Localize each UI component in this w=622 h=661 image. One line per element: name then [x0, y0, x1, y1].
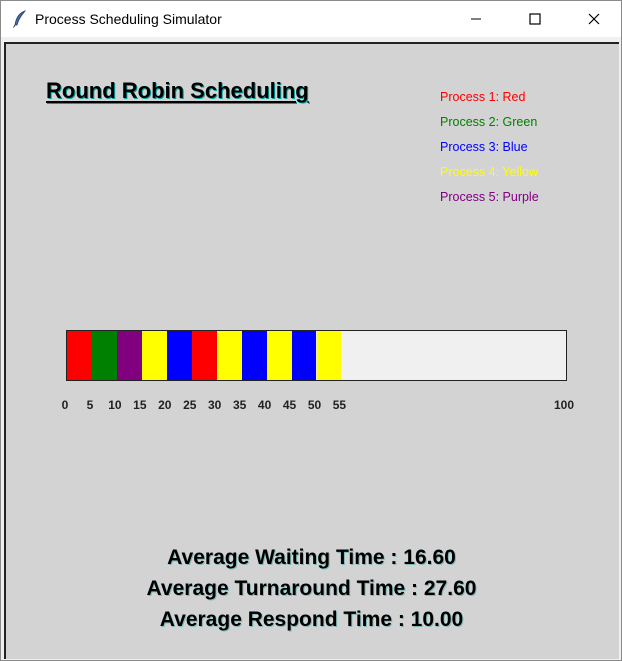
average-turnaround-time: Average Turnaround Time : 27.60 — [146, 577, 477, 600]
time-tick-label: 10 — [108, 398, 122, 412]
maximize-button[interactable] — [512, 1, 558, 37]
time-tick-label: 30 — [208, 398, 222, 412]
close-icon — [588, 13, 600, 25]
gantt-segment-process-3 — [166, 331, 192, 380]
gantt-segment-process-4 — [141, 331, 167, 380]
title-bar[interactable]: Process Scheduling Simulator — [1, 1, 621, 37]
time-tick-label: 45 — [282, 398, 297, 412]
gantt-segment-process-4 — [266, 331, 292, 380]
time-tick-label: 40 — [257, 398, 272, 412]
time-tick-label: 100 — [553, 398, 575, 412]
process-legend: Process 1: Red Process 2: Green Process … — [440, 90, 539, 215]
gantt-segment-process-4 — [216, 331, 242, 380]
gantt-segment-process-4 — [316, 331, 342, 380]
legend-item-process-2: Process 2: Green — [440, 115, 538, 129]
gantt-segment-process-3 — [291, 331, 317, 380]
time-tick-label: 55 — [332, 398, 347, 412]
time-tick-label: 50 — [307, 398, 322, 412]
maximize-icon — [529, 13, 541, 25]
page-title: Round Robin Scheduling — [46, 78, 309, 103]
gantt-segment-process-3 — [241, 331, 267, 380]
time-tick-label: 15 — [133, 398, 147, 412]
gantt-segment-process-5 — [116, 331, 142, 380]
legend-item-process-5: Process 5: Purple — [440, 190, 539, 204]
average-respond-time: Average Respond Time : 10.00 — [159, 608, 464, 631]
gantt-segment-process-2 — [91, 331, 117, 380]
gantt-chart — [66, 330, 567, 381]
gantt-segment-process-1 — [67, 331, 92, 380]
gantt-segment-process-1 — [191, 331, 217, 380]
legend-item-process-3: Process 3: Blue — [440, 140, 528, 154]
minimize-icon — [471, 18, 481, 20]
time-tick-label: 20 — [158, 398, 172, 412]
average-waiting-time: Average Waiting Time : 16.60 — [167, 546, 456, 569]
time-tick-label: 0 — [61, 398, 69, 412]
feather-icon — [13, 10, 27, 28]
time-tick-label: 25 — [183, 398, 197, 412]
time-tick-label: 35 — [232, 398, 247, 412]
close-button[interactable] — [571, 1, 617, 37]
window-title: Process Scheduling Simulator — [35, 11, 222, 27]
simulation-canvas: Round Robin Scheduling Process 1: Red Pr… — [4, 42, 619, 659]
time-tick-label: 5 — [86, 398, 94, 412]
legend-item-process-1: Process 1: Red — [440, 90, 526, 104]
legend-item-process-4: Process 4: Yellow — [440, 165, 538, 179]
minimize-button[interactable] — [453, 1, 499, 37]
